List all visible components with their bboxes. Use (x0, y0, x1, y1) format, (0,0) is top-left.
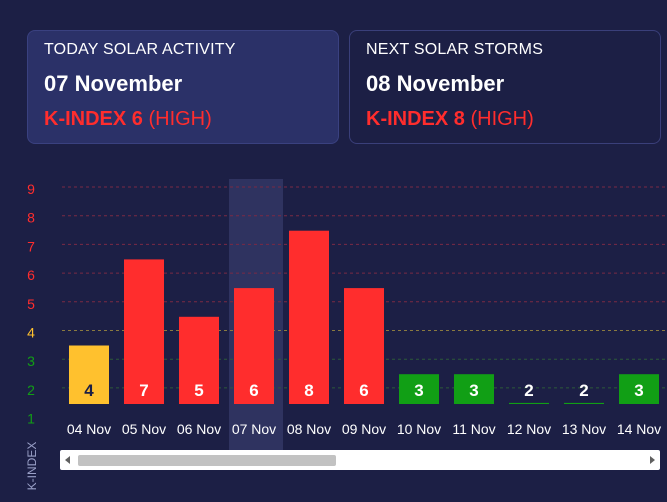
x-tick-label: 12 Nov (507, 421, 551, 437)
scroll-right-arrow-icon[interactable] (650, 456, 655, 464)
x-tick-label: 07 Nov (232, 421, 276, 437)
y-tick-label: 4 (27, 325, 35, 341)
bar-value-label: 8 (304, 381, 313, 400)
today-card-heading: TODAY SOLAR ACTIVITY (44, 41, 236, 58)
x-tick-label: 04 Nov (67, 421, 111, 437)
today-solar-activity-card: TODAY SOLAR ACTIVITY 07 November K-INDEX… (27, 30, 339, 144)
bar (234, 288, 274, 404)
bar (69, 345, 109, 404)
scroll-left-arrow-icon[interactable] (65, 456, 70, 464)
today-card-level: (HIGH) (148, 108, 212, 130)
bar (344, 288, 384, 404)
chart-horizontal-scrollbar[interactable] (60, 450, 660, 470)
y-tick-label: 6 (27, 267, 35, 283)
bar (509, 402, 549, 404)
y-tick-label: 7 (27, 238, 35, 254)
bar (124, 259, 164, 404)
bar-value-label: 6 (249, 381, 258, 400)
today-card-kindex: K-INDEX 6 (44, 108, 143, 130)
bar (619, 374, 659, 404)
today-card-date: 07 November (44, 71, 183, 96)
y-tick-label: 5 (27, 296, 35, 312)
bar-value-label: 7 (139, 381, 148, 400)
x-tick-label: 06 Nov (177, 421, 221, 437)
y-tick-label: 8 (27, 210, 35, 226)
next-card-level: (HIGH) (470, 108, 534, 130)
x-tick-label: 14 Nov (617, 421, 661, 437)
x-tick-label: 11 Nov (452, 421, 495, 437)
x-tick-label: 05 Nov (122, 421, 166, 437)
bar-value-label: 3 (469, 381, 478, 400)
bar (179, 316, 219, 404)
next-solar-storms-card: NEXT SOLAR STORMS 08 November K-INDEX 8 … (349, 30, 661, 144)
y-tick-label: 3 (27, 353, 35, 369)
y-tick-label: 9 (27, 181, 35, 197)
x-tick-label: 09 Nov (342, 421, 386, 437)
bar-value-label: 5 (194, 381, 203, 400)
bar-value-label: 2 (524, 381, 533, 400)
next-card-heading: NEXT SOLAR STORMS (366, 41, 544, 58)
y-axis-label: K-INDEX (25, 442, 39, 491)
bar (454, 374, 494, 404)
bar (399, 374, 439, 404)
y-tick-label: 2 (27, 382, 35, 398)
next-card-kindex-line: K-INDEX 8 (HIGH) (366, 108, 644, 131)
scrollbar-thumb[interactable] (78, 455, 336, 466)
bar (289, 230, 329, 404)
today-card-kindex-line: K-INDEX 6 (HIGH) (44, 108, 322, 131)
x-tick-label: 08 Nov (287, 421, 331, 437)
bar-value-label: 3 (634, 381, 643, 400)
x-tick-label: 13 Nov (562, 421, 606, 437)
x-tick-label: 10 Nov (397, 421, 441, 437)
bar-value-label: 2 (579, 381, 588, 400)
bar-value-label: 4 (84, 381, 94, 400)
bar-value-label: 3 (414, 381, 423, 400)
next-card-kindex: K-INDEX 8 (366, 108, 465, 130)
y-tick-label: 1 (27, 411, 35, 427)
next-card-date: 08 November (366, 71, 505, 96)
bar-value-label: 6 (359, 381, 368, 400)
bar (564, 402, 604, 404)
